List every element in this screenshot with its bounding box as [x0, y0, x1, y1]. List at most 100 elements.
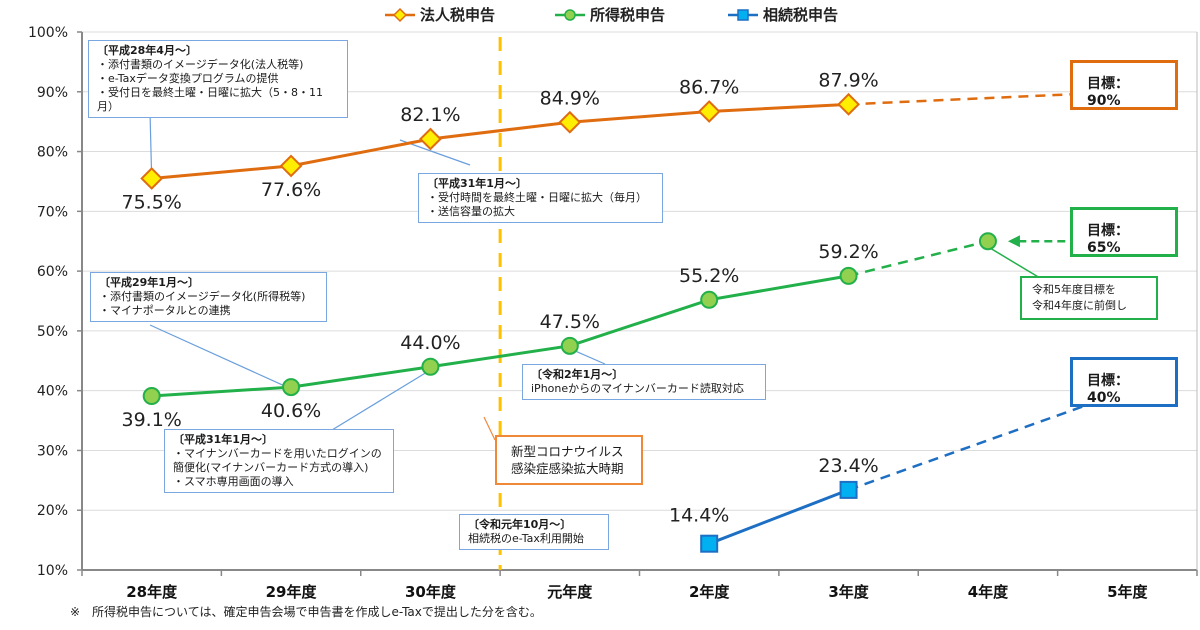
x-tick-label: 3年度 — [828, 583, 869, 601]
note-connector — [399, 139, 471, 166]
marker-circle — [421, 357, 440, 376]
y-tick-label: 90% — [37, 85, 68, 101]
note-head: 〔令和2年1月～〕 — [531, 368, 624, 381]
goal-corporate: 目標：90% — [1070, 60, 1178, 110]
marker-diamond — [279, 154, 303, 178]
goal-inheritance: 目標：40% — [1070, 357, 1178, 407]
note-r1: 〔令和元年10月～〕 相続税のe-Tax利用開始 — [459, 514, 609, 550]
note-line: ・受付時間を最終土曜・日曜に拡大（毎月） — [427, 191, 647, 204]
value-label: 55.2% — [679, 265, 739, 287]
marker-diamond — [558, 110, 582, 134]
note-line: ・添付書類のイメージデータ化(法人税等) — [97, 58, 304, 71]
target-dashed-line-2 — [848, 389, 1128, 492]
footnote: ※ 所得税申告については、確定申告会場で申告書を作成しe-Taxで提出した分を含… — [70, 605, 542, 619]
series-line-1 — [151, 274, 849, 398]
note-line: ・マイナポータルとの連携 — [99, 304, 231, 317]
note-head: 〔平成31年1月～〕 — [427, 177, 527, 190]
x-tick-label: 30年度 — [405, 583, 457, 601]
marker-circle — [700, 290, 719, 309]
legend-marker — [564, 9, 576, 21]
marker-diamond — [837, 92, 860, 116]
x-tick-label: 5年度 — [1107, 583, 1148, 601]
value-label: 75.5% — [122, 191, 182, 213]
value-labels: 75.5% 77.6% 82.1% 84.9% 86.7% 87.9% 39.1% 40.6%… — [122, 69, 879, 526]
note-line: iPhoneからのマイナンバーカード読取対応 — [531, 382, 744, 395]
y-tick-label: 30% — [37, 443, 68, 459]
series-line-0 — [151, 102, 849, 180]
note-connector — [574, 350, 606, 365]
x-tick-label: 29年度 — [266, 583, 318, 601]
note-line: ・マイナンバーカードを用いたログインの — [173, 447, 382, 460]
target-dashed-line-1 — [848, 240, 989, 278]
y-tick-label: 50% — [37, 324, 68, 340]
legend-label: 所得税申告 — [590, 6, 665, 24]
marker-diamond — [140, 167, 164, 190]
legend-label: 相続税申告 — [763, 6, 838, 24]
value-label: 40.6% — [261, 400, 321, 422]
marker-diamond — [419, 127, 442, 151]
y-tick-label: 40% — [37, 384, 68, 400]
target-dashed-line-0 — [848, 90, 1128, 106]
note-line: ・添付書類のイメージデータ化(所得税等) — [99, 290, 306, 303]
x-tick-label: 4年度 — [968, 583, 1009, 601]
note-h29: 〔平成29年1月～〕 ・添付書類のイメージデータ化(所得税等) ・マイナポータル… — [90, 272, 327, 322]
y-tick-label: 20% — [37, 503, 68, 519]
advance-note: 令和5年度目標を 令和4年度に前倒し — [1020, 276, 1158, 320]
marker-square — [700, 534, 719, 553]
value-label: 86.7% — [679, 77, 739, 99]
note-head: 〔平成28年4月～〕 — [97, 44, 197, 57]
note-h28: 〔平成28年4月～〕 ・添付書類のイメージデータ化(法人税等) ・e-Taxデー… — [88, 40, 348, 118]
y-axis-ticks: 10% 20% 30% 40% 50% 60% 70% 80% 90% 100% — [28, 25, 82, 579]
marker-circle — [282, 378, 301, 397]
value-label: 87.9% — [818, 69, 878, 91]
advance-line: 令和5年度目標を — [1032, 283, 1116, 296]
value-label: 23.4% — [818, 455, 878, 477]
advance-arrow-head — [1007, 235, 1020, 248]
y-tick-label: 10% — [37, 563, 68, 579]
advance-connector — [989, 247, 1041, 279]
value-label: 47.5% — [540, 311, 600, 333]
note-head: 〔平成31年1月～〕 — [173, 433, 273, 446]
legend-label: 法人税申告 — [420, 6, 495, 24]
legend: 法人税申告 所得税申告 相続税申告 — [385, 6, 838, 24]
value-label: 14.4% — [669, 505, 729, 527]
note-r2: 〔令和2年1月～〕 iPhoneからのマイナンバーカード読取対応 — [522, 364, 766, 400]
covid-period-note: 新型コロナウイルス 感染症感染拡大時期 — [495, 435, 643, 485]
note-connector — [149, 324, 288, 388]
marker-circle — [839, 266, 858, 285]
value-label: 82.1% — [400, 104, 460, 126]
marker-circle — [142, 387, 161, 406]
marker-square — [839, 480, 858, 499]
covid-line: 新型コロナウイルス — [511, 444, 624, 459]
note-line: ・スマホ専用画面の導入 — [173, 475, 294, 488]
note-h31-corp: 〔平成31年1月～〕 ・受付時間を最終土曜・日曜に拡大（毎月） ・送信容量の拡大 — [418, 173, 663, 223]
note-head: 〔平成29年1月～〕 — [99, 276, 199, 289]
note-connector — [483, 416, 496, 441]
series-line-2 — [708, 488, 850, 546]
goal-income: 目標：65% — [1070, 207, 1178, 257]
value-label: 84.9% — [540, 87, 600, 109]
note-line: ・e-Taxデータ変換プログラムの提供 — [97, 72, 279, 85]
note-line: ・受付日を最終土曜・日曜に拡大（5・8・11月） — [97, 86, 323, 113]
legend-marker — [392, 7, 408, 23]
target-marker-circle — [978, 232, 997, 251]
value-label: 59.2% — [818, 241, 878, 263]
value-label: 39.1% — [122, 409, 182, 431]
advance-line: 令和4年度に前倒し — [1032, 299, 1127, 312]
marker-diamond — [697, 100, 721, 123]
value-label: 44.0% — [400, 332, 460, 354]
covid-line: 感染症感染拡大時期 — [511, 461, 624, 476]
x-tick-label: 2年度 — [689, 583, 730, 601]
note-h31-income: 〔平成31年1月～〕 ・マイナンバーカードを用いたログインの 簡便化(マイナンバ… — [164, 429, 394, 493]
value-label: 77.6% — [261, 179, 321, 201]
y-tick-label: 70% — [37, 204, 68, 220]
legend-marker — [737, 9, 749, 21]
x-tick-label: 28年度 — [126, 583, 178, 601]
x-tick-label: 元年度 — [547, 583, 593, 601]
note-connector — [331, 371, 428, 431]
note-line: ・送信容量の拡大 — [427, 205, 515, 218]
y-tick-label: 80% — [37, 145, 68, 161]
note-line: 簡便化(マイナンバーカード方式の導入) — [173, 461, 369, 474]
note-head: 〔令和元年10月～〕 — [468, 518, 572, 531]
x-axis-ticks: 28年度 29年度 30年度 元年度 2年度 3年度 4年度 5年度 — [81, 570, 1198, 601]
